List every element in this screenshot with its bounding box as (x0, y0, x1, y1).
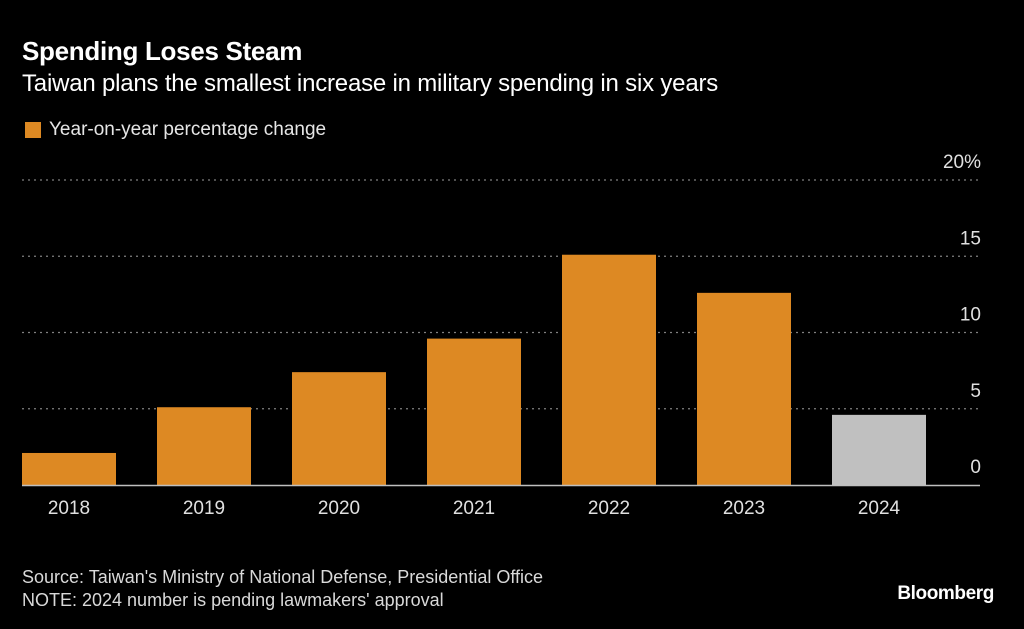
gridlines (22, 179, 980, 410)
bar-2023 (697, 292, 791, 485)
chart-subtitle: Taiwan plans the smallest increase in mi… (22, 70, 719, 97)
x-tick-label: 2021 (453, 498, 495, 519)
y-tick-label: 0 (970, 457, 981, 478)
bars (22, 254, 926, 485)
y-tick-label: 10 (960, 305, 981, 326)
bar-2024 (832, 414, 926, 485)
x-tick-label: 2023 (723, 498, 765, 519)
x-tick-label: 2024 (858, 498, 901, 519)
approval-note: NOTE: 2024 number is pending lawmakers' … (22, 590, 444, 610)
y-axis-labels: 0 5 10 15 20% (943, 152, 981, 478)
bar-2019 (157, 407, 251, 485)
bar-2022 (562, 254, 656, 485)
bloomberg-logo: Bloomberg (897, 583, 994, 604)
y-tick-label: 15 (960, 228, 981, 249)
x-tick-label: 2022 (588, 498, 630, 519)
y-tick-label: 5 (970, 381, 981, 402)
x-tick-label: 2020 (318, 498, 360, 519)
x-tick-label: 2019 (183, 498, 225, 519)
footer: Source: Taiwan's Ministry of National De… (22, 566, 543, 612)
source-note: Source: Taiwan's Ministry of National De… (22, 567, 544, 587)
legend-swatch (25, 122, 41, 138)
bar-2020 (292, 372, 386, 485)
legend: Year-on-year percentage change (25, 119, 326, 141)
x-axis-labels: 2018 2019 2020 2021 2022 2023 2024 (48, 498, 901, 519)
chart-title: Spending Loses Steam (22, 36, 303, 66)
bar-2018 (22, 452, 116, 485)
y-tick-label: 20% (943, 152, 981, 173)
bar-2021 (427, 338, 521, 485)
x-tick-label: 2018 (48, 498, 90, 519)
legend-label: Year-on-year percentage change (49, 119, 327, 140)
